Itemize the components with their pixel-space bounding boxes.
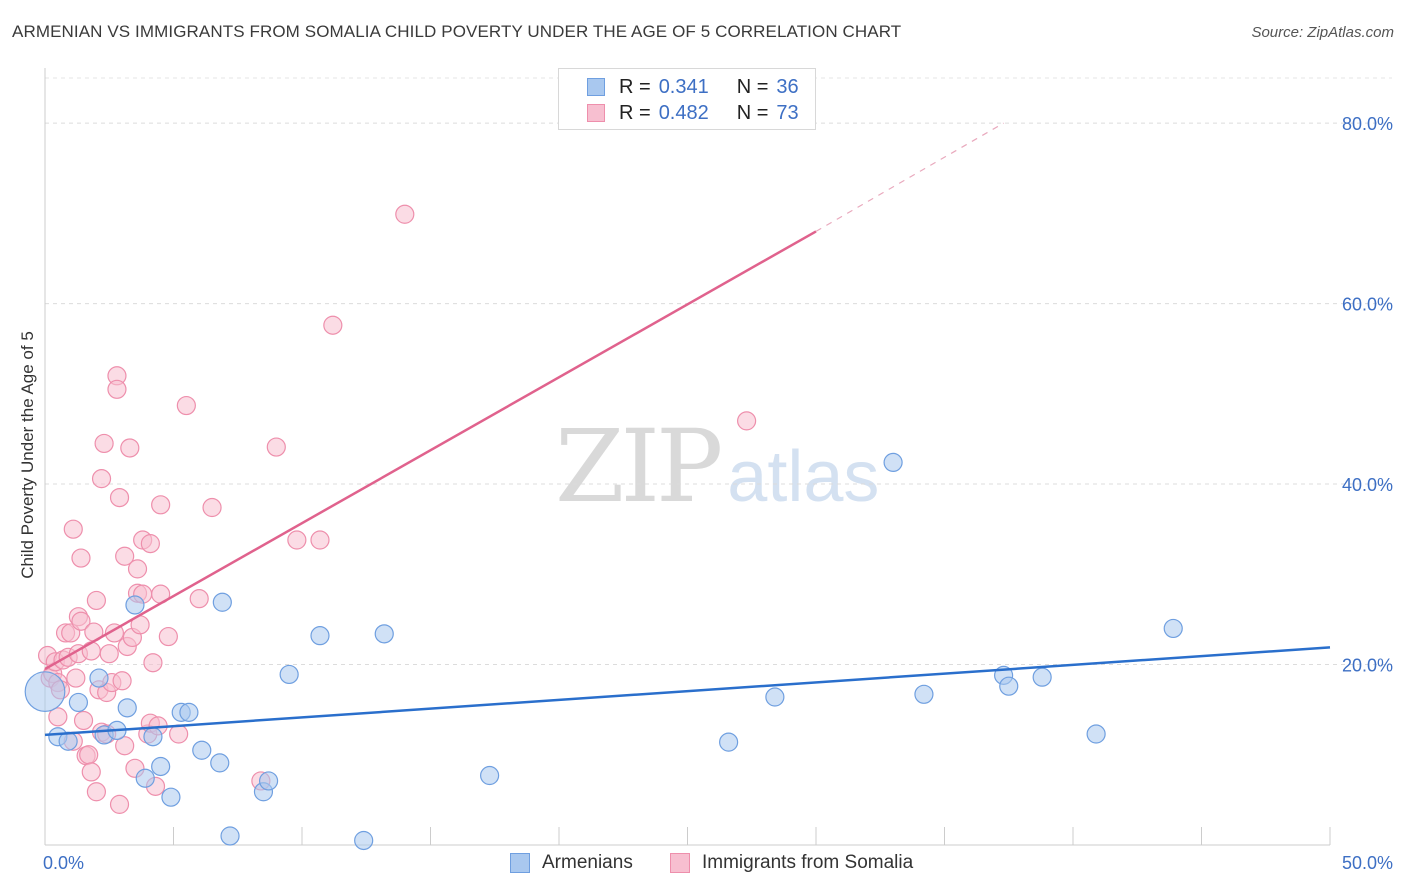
point-somalia <box>91 469 112 489</box>
point-somalia <box>176 395 196 416</box>
point-somalia <box>202 497 222 518</box>
point-somalia <box>158 626 178 647</box>
point-armenians <box>480 765 500 786</box>
point-somalia <box>71 611 91 631</box>
point-somalia <box>112 671 132 691</box>
r-label: R = <box>619 75 651 98</box>
point-somalia <box>86 590 107 611</box>
point-somalia <box>71 548 91 568</box>
point-somalia <box>169 724 189 744</box>
point-somalia <box>115 736 135 756</box>
point-somalia <box>115 546 135 566</box>
point-somalia <box>127 559 148 579</box>
point-somalia <box>395 204 415 224</box>
point-armenians <box>310 626 330 646</box>
point-armenians <box>765 687 785 707</box>
legend-label-armenians: Armenians <box>542 852 633 873</box>
chart-title: ARMENIAN VS IMMIGRANTS FROM SOMALIA CHIL… <box>12 22 902 41</box>
legend-swatch-armenians <box>587 78 605 96</box>
stats-legend-row-somalia: R = 0.482 N = 73 <box>587 100 799 126</box>
point-somalia <box>120 438 140 458</box>
trendline-somalia <box>44 230 817 671</box>
point-armenians <box>374 624 394 644</box>
point-armenians <box>719 732 739 752</box>
point-armenians <box>212 592 232 612</box>
legend-item-armenians[interactable]: Armenians <box>510 852 633 874</box>
point-somalia <box>140 534 160 554</box>
point-somalia <box>79 745 99 765</box>
legend-label-somalia: Immigrants from Somalia <box>702 852 914 873</box>
point-somalia <box>266 437 286 457</box>
point-somalia <box>323 315 343 335</box>
point-somalia <box>81 762 101 782</box>
point-somalia <box>287 530 307 550</box>
stats-legend-row-armenians: R = 0.341 N = 36 <box>587 74 799 100</box>
point-armenians <box>135 768 155 788</box>
point-armenians <box>258 771 279 791</box>
point-somalia <box>86 782 107 802</box>
legend-swatch-armenians <box>510 853 530 873</box>
point-somalia <box>109 487 130 508</box>
r-value: 0.341 <box>658 75 709 98</box>
point-armenians <box>999 676 1019 696</box>
y-tick-label: 40.0% <box>1342 475 1393 495</box>
n-label: N = <box>736 75 769 98</box>
point-somalia <box>66 668 86 688</box>
point-armenians <box>117 698 137 718</box>
y-tick-label: 60.0% <box>1342 295 1393 315</box>
legend-item-somalia[interactable]: Immigrants from Somalia <box>670 852 913 874</box>
legend-swatch-somalia <box>587 104 605 122</box>
point-armenians <box>24 671 66 712</box>
point-somalia <box>143 653 163 673</box>
series-legend: Armenians Immigrants from Somalia <box>0 852 1406 878</box>
point-somalia <box>81 641 101 661</box>
point-armenians <box>883 452 903 473</box>
point-somalia <box>63 519 83 539</box>
point-armenians <box>279 664 299 685</box>
point-somalia <box>189 589 209 609</box>
n-value: 36 <box>776 75 799 98</box>
point-somalia <box>99 644 119 664</box>
y-tick-label: 80.0% <box>1342 114 1393 134</box>
point-armenians <box>68 692 89 713</box>
point-armenians <box>192 740 212 760</box>
point-somalia <box>737 411 757 431</box>
point-somalia <box>73 710 94 731</box>
point-somalia <box>107 379 127 399</box>
r-label: R = <box>619 101 651 124</box>
n-label: N = <box>736 101 769 124</box>
point-armenians <box>1163 618 1183 639</box>
point-armenians <box>151 756 171 777</box>
trendline-somalia-extension <box>815 122 1004 232</box>
source-label: Source: ZipAtlas.com <box>1251 24 1394 41</box>
x-tick-label: 0.0% <box>43 853 84 873</box>
point-armenians <box>161 787 181 807</box>
point-armenians <box>89 668 109 688</box>
point-armenians <box>210 753 230 773</box>
point-armenians <box>1086 724 1106 744</box>
point-somalia <box>151 495 171 515</box>
n-value: 73 <box>776 101 799 124</box>
point-armenians <box>1032 667 1052 687</box>
trendline-armenians <box>44 646 1331 737</box>
point-armenians <box>354 830 374 851</box>
point-armenians <box>220 826 240 846</box>
point-somalia <box>48 707 68 727</box>
point-somalia <box>109 794 130 814</box>
point-armenians <box>143 727 163 747</box>
y-axis-label: Child Poverty Under the Age of 5 <box>18 331 37 579</box>
legend-swatch-somalia <box>670 853 690 873</box>
point-somalia <box>94 433 114 454</box>
r-value: 0.482 <box>658 101 709 124</box>
stats-legend: R = 0.341 N = 36 R = 0.482 N = 73 <box>558 68 816 130</box>
y-tick-label: 20.0% <box>1342 656 1393 676</box>
point-armenians <box>179 702 199 722</box>
point-armenians <box>125 595 145 615</box>
point-armenians <box>914 684 934 704</box>
x-tick-label: 50.0% <box>1342 853 1393 873</box>
point-somalia <box>310 530 330 550</box>
